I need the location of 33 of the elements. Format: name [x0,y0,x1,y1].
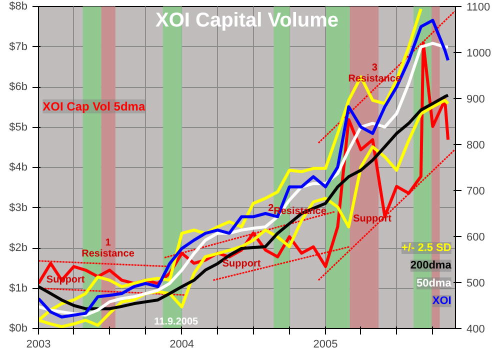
y-tick-label: $4b [9,162,28,174]
y-tick-label: $6b [9,81,28,93]
y2-tick-label: 1000 [466,48,491,60]
text: XOI Cap Vol 5dma [42,99,146,114]
y2-tick-label: 600 [466,232,485,244]
y2-tick-label: 900 [466,94,485,106]
annotation: Support [222,258,262,270]
y-tick-label: $1b [9,282,28,294]
x-tick-label: 2004 [170,338,194,350]
chart-title: XOI Capital Volume [156,10,338,32]
annotation: 2 [268,203,274,214]
text: 50dma [416,277,452,290]
y2-tick-label: 700 [466,186,485,198]
annotation: Resistance [82,248,135,260]
x-tick-label: 2005 [313,338,338,350]
annotation: Support [46,274,86,286]
annotation: 11.9.2005 [154,316,199,328]
annotation: 1 [105,238,112,249]
y2-tick-label: 1100 [466,2,490,14]
y-tick-label: $2b [9,242,28,254]
y-tick-label: $0b [9,322,28,334]
y-tick-label: $3b [9,202,28,214]
y2-tick-label: 400 [466,324,485,336]
text: 200dma [410,260,452,272]
annotation: 3 [372,62,378,74]
y2-tick-label: 800 [466,140,485,152]
text: XOI [432,295,452,308]
x-tick-label: 2003 [26,338,51,350]
y-tick-label: $8b [9,0,28,12]
y-tick-label: $5b [9,121,28,134]
y-tick-label: $7b [9,40,28,53]
text: +/- 2.5 SD [402,242,452,254]
y2-tick-label: 500 [466,278,485,290]
